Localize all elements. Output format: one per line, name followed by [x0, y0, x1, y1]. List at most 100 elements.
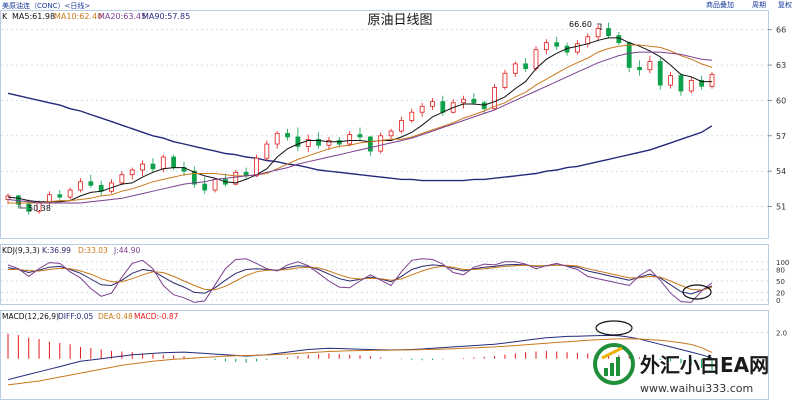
candle-body: [212, 179, 218, 191]
candle-body: [202, 183, 208, 191]
candlestick: [98, 180, 104, 196]
low-price-annotation: 50.38: [19, 202, 51, 213]
candle-body: [709, 74, 715, 87]
high-price-label: 66.60: [569, 20, 592, 29]
candle-body: [357, 134, 363, 138]
candlestick: [254, 154, 259, 178]
candle-body: [637, 67, 642, 71]
candle-body: [554, 42, 560, 47]
candle-body: [171, 156, 177, 169]
candle-body: [430, 101, 435, 107]
candlestick: [461, 95, 466, 109]
high-price-pointer: [597, 23, 602, 30]
low-price-pointer: [19, 202, 26, 209]
candle-body: [336, 140, 342, 145]
candle-body: [26, 203, 32, 212]
candle-body: [57, 194, 63, 198]
kdj-axis-label: 80: [776, 266, 785, 274]
macd-diff-label: DIFF:0.05: [58, 312, 93, 321]
candlestick: [419, 102, 425, 117]
low-price-label: 50.38: [28, 204, 51, 213]
candle-body: [626, 42, 632, 68]
candle-body: [399, 120, 404, 132]
candle-body: [647, 61, 653, 71]
kdj-axis-label: 0: [776, 297, 780, 305]
candlestick: [626, 41, 632, 73]
candlestick: [637, 60, 642, 76]
ma90-label: MA90:57.85: [142, 12, 190, 21]
candlestick: [285, 128, 290, 141]
candle-body: [316, 138, 321, 146]
candlestick-layer: [5, 22, 715, 215]
adjust-button[interactable]: 复权: [778, 1, 792, 9]
candle-body: [595, 28, 601, 38]
macd-name-label: MACD(12,26,9): [2, 312, 59, 321]
candlestick: [223, 173, 228, 187]
kdj-axis-label: 20: [776, 289, 785, 297]
candle-body: [326, 140, 332, 146]
candle-body: [285, 133, 290, 138]
ma90-line: [7, 92, 713, 182]
kdj-d-label: D:33.03: [78, 246, 108, 255]
candlestick: [326, 136, 332, 150]
candle-body: [347, 134, 353, 145]
commodity-overlay-button[interactable]: 商品叠加: [706, 1, 734, 9]
candlestick: [305, 134, 311, 153]
kdj-name-label: KDJ(9,3,3): [2, 246, 40, 255]
candlestick: [492, 83, 497, 110]
candlestick: [67, 187, 73, 200]
chart-title: 原油日线图: [367, 13, 432, 28]
candlestick: [678, 73, 684, 96]
kdj-axis-label: 50: [776, 278, 785, 286]
candlestick: [181, 161, 187, 176]
kdj-panel-frame: [0, 244, 769, 305]
price-axis-label: 51: [776, 203, 786, 212]
candlestick: [699, 75, 705, 90]
kdj-axis-label: 100: [776, 259, 789, 267]
candle-body: [274, 133, 280, 145]
candlestick: [388, 128, 394, 140]
macd-dea-line: [7, 338, 713, 386]
candle-body: [688, 79, 694, 92]
candlestick: [88, 174, 94, 188]
candlestick: [78, 178, 83, 193]
candlestick: [274, 131, 280, 149]
candle-body: [119, 174, 125, 184]
macd-axis-label: 2.0: [776, 329, 787, 337]
period-button[interactable]: 周期: [752, 1, 766, 9]
candlestick: [523, 57, 529, 73]
price-axis-label: 63: [776, 61, 786, 70]
price-axis-label: 66: [776, 26, 786, 35]
candle-body: [409, 111, 415, 121]
ma10-line: [8, 44, 713, 204]
candle-body: [160, 156, 166, 170]
candle-body: [129, 169, 135, 176]
macd-crossover-circle: [595, 320, 633, 336]
candlestick: [140, 160, 145, 176]
price-gridlines: 51 54 57 60 63 66: [1, 26, 786, 212]
ma20-line: [7, 51, 713, 204]
price-panel-prefix: K: [2, 12, 8, 21]
macd-dea-label: DEA:0.48: [98, 312, 133, 321]
candlestick: [554, 36, 560, 50]
watermark-logo-icon: [593, 343, 635, 385]
candle-body: [699, 79, 705, 87]
candle-body: [523, 63, 529, 69]
candlestick: [150, 158, 156, 173]
candle-body: [140, 163, 145, 171]
candle-body: [481, 102, 487, 110]
moving-average-layer: [7, 37, 713, 204]
candlestick: [367, 135, 373, 156]
candlestick: [657, 57, 663, 90]
candle-body: [440, 101, 446, 113]
watermark-logo: 外汇小白EA网 www.waihui333.com: [592, 340, 800, 400]
candlestick: [409, 108, 415, 123]
price-axis-label: 57: [776, 132, 786, 141]
candlestick: [595, 24, 601, 42]
candle-body: [419, 105, 425, 113]
kdj-crossover-circle: [682, 284, 712, 300]
candlestick: [512, 61, 518, 77]
